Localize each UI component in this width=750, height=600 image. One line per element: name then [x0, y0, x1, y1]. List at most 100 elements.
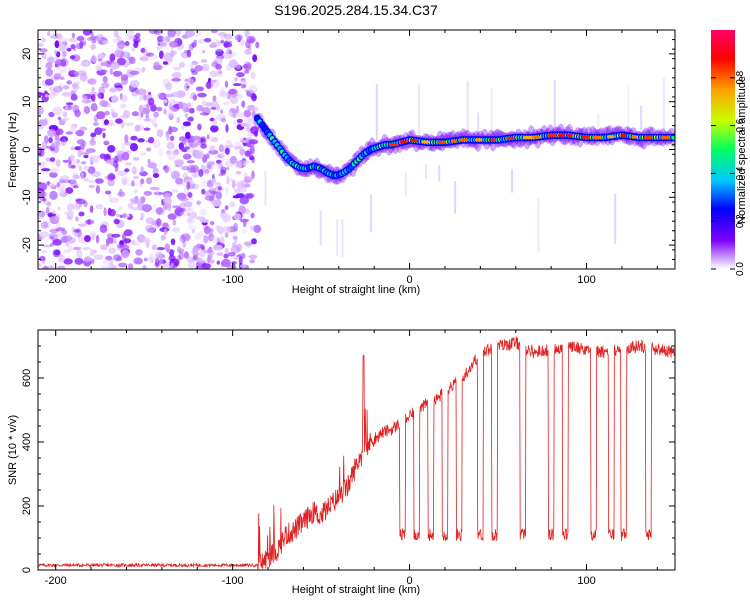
- noise-blob: [38, 106, 44, 115]
- ridge-peak: [660, 136, 670, 139]
- noise-blob: [210, 106, 218, 110]
- noise-blob: [182, 239, 187, 248]
- noise-blob: [172, 66, 182, 71]
- noise-blob: [45, 157, 52, 162]
- noise-blob: [62, 50, 67, 57]
- noise-blob: [206, 81, 212, 89]
- noise-blob: [197, 257, 205, 264]
- noise-blob: [251, 156, 255, 164]
- noise-blob: [91, 93, 96, 102]
- noise-blob: [195, 265, 204, 269]
- noise-blob: [107, 179, 115, 187]
- noise-blob: [90, 103, 98, 112]
- ridge-peak: [631, 135, 638, 139]
- noise-blob: [55, 221, 61, 230]
- noise-blob: [205, 102, 212, 107]
- noise-blob: [116, 57, 126, 66]
- noise-blob: [135, 249, 143, 256]
- streak-mark: [490, 87, 493, 133]
- noise-blob: [210, 42, 216, 48]
- noise-blob: [103, 259, 111, 266]
- noise-blob: [206, 134, 210, 140]
- noise-blob: [184, 113, 189, 118]
- ridge-peak: [437, 140, 447, 144]
- noise-blob: [43, 244, 52, 248]
- noise-blob: [124, 122, 134, 126]
- streak-mark: [264, 170, 267, 206]
- noise-blob: [184, 82, 190, 92]
- noise-blob: [216, 191, 222, 200]
- noise-blob: [242, 161, 248, 167]
- noise-blob: [94, 178, 104, 184]
- noise-blob: [91, 87, 95, 92]
- noise-blob: [236, 118, 243, 124]
- streak-mark: [477, 112, 480, 133]
- ridge-peak: [523, 136, 534, 139]
- noise-blob: [57, 231, 64, 240]
- noise-blob: [123, 141, 133, 146]
- noise-blob: [126, 35, 136, 41]
- noise-blob: [108, 197, 119, 204]
- noise-blob: [70, 104, 79, 110]
- noise-blob: [77, 149, 82, 158]
- noise-blob: [189, 142, 194, 148]
- noise-blob: [171, 226, 180, 233]
- snr-xlabel: Height of straight line (km): [292, 584, 420, 596]
- noise-blob: [123, 229, 133, 237]
- noise-blob: [114, 163, 119, 172]
- noise-blob: [131, 180, 135, 187]
- noise-blob: [168, 265, 173, 269]
- noise-blob: [42, 200, 52, 205]
- noise-blob: [249, 145, 255, 155]
- noise-blob: [142, 204, 152, 213]
- noise-blob: [54, 59, 65, 67]
- ridge-peak: [421, 140, 429, 144]
- streak-mark: [627, 85, 630, 129]
- noise-blob: [146, 147, 152, 152]
- noise-blob: [92, 122, 100, 126]
- noise-blob: [70, 93, 78, 101]
- noise-blob: [160, 234, 166, 241]
- noise-blob: [178, 61, 186, 68]
- noise-blob: [140, 48, 146, 53]
- noise-blob: [52, 239, 62, 246]
- noise-blob: [209, 145, 216, 152]
- noise-blob: [170, 262, 175, 267]
- noise-blob: [222, 225, 231, 234]
- noise-blob: [100, 62, 107, 67]
- noise-blob: [87, 166, 96, 174]
- noise-blob: [213, 73, 223, 77]
- noise-blob: [65, 187, 74, 194]
- noise-blob: [71, 226, 75, 232]
- colorbar-tick-label: 0.4: [735, 166, 746, 180]
- noise-blob: [74, 257, 84, 265]
- snr-ytick-label: 600: [21, 369, 33, 387]
- noise-blob: [239, 80, 248, 85]
- noise-blob: [38, 42, 44, 47]
- noise-blob: [95, 204, 104, 210]
- noise-blob: [232, 195, 240, 199]
- noise-blob: [201, 63, 210, 72]
- noise-blob: [96, 111, 106, 120]
- noise-blob: [178, 248, 185, 253]
- noise-blob: [101, 265, 111, 269]
- noise-blob: [115, 154, 124, 162]
- noise-blob: [115, 118, 123, 124]
- noise-blob: [140, 196, 146, 204]
- noise-blob: [172, 149, 180, 156]
- ridge-peak: [644, 136, 653, 139]
- noise-blob: [102, 220, 109, 225]
- noise-blob: [97, 92, 104, 99]
- noise-blob: [47, 265, 55, 269]
- noise-blob: [107, 145, 116, 153]
- noise-blob: [203, 235, 209, 244]
- noise-blob: [62, 111, 68, 118]
- noise-blob: [148, 97, 155, 106]
- noise-blob: [195, 150, 204, 160]
- noise-blob: [83, 165, 90, 170]
- noise-blob: [49, 147, 55, 151]
- noise-blob: [184, 78, 189, 83]
- noise-blob: [226, 176, 230, 185]
- noise-blob: [123, 238, 132, 244]
